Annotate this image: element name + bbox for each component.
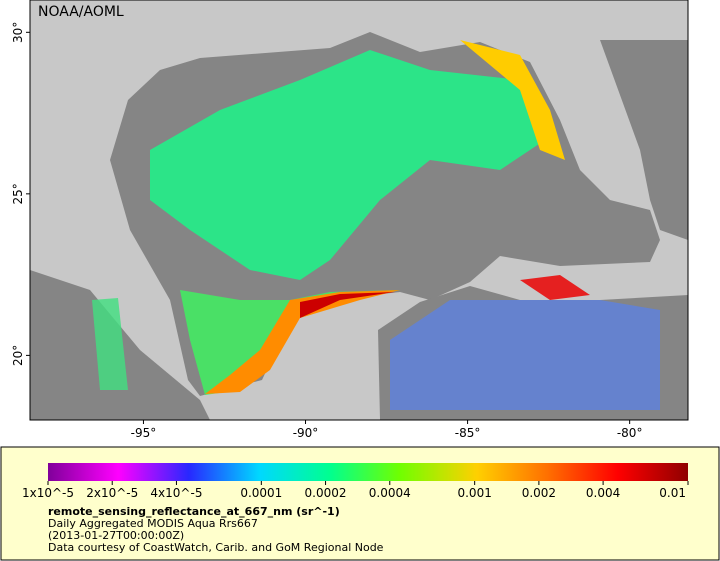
- colorbar: [48, 463, 688, 481]
- data-area: [205, 290, 400, 394]
- x-tick-label: -85°: [455, 426, 481, 440]
- colorbar-label: 0.0002: [305, 486, 347, 500]
- caption: Daily Aggregated MODIS Aqua Rrs667: [48, 517, 258, 530]
- data-area: [390, 300, 660, 410]
- colorbar-label: 1x10^-5: [22, 486, 74, 500]
- map: NOAA/AOML: [29, 0, 689, 421]
- data-area: [180, 290, 400, 395]
- map-frame: [29, 0, 689, 421]
- data-area: [150, 50, 545, 280]
- caption: (2013-01-27T00:00:00Z): [48, 529, 184, 542]
- colorbar-label: 0.0001: [240, 486, 282, 500]
- source-label: NOAA/AOML: [38, 4, 124, 20]
- water: [600, 40, 688, 240]
- y-tick-label: 30°: [11, 22, 25, 43]
- colorbar-label: 0.001: [457, 486, 491, 500]
- data-area: [520, 275, 590, 300]
- data-area: [92, 298, 128, 390]
- colorbar-label: 2x10^-5: [86, 486, 138, 500]
- colorbar-label: 0.002: [522, 486, 556, 500]
- x-tick-label: -90°: [293, 426, 319, 440]
- colorbar-label: 0.0004: [369, 486, 411, 500]
- caption: Data courtesy of CoastWatch, Carib. and …: [48, 541, 384, 554]
- y-tick-label: 25°: [11, 183, 25, 204]
- x-tick-label: -80°: [617, 426, 643, 440]
- variable-name: remote_sensing_reflectance_at_667_nm (sr…: [48, 505, 340, 518]
- data-area: [300, 292, 395, 318]
- y-tick-label: 20°: [11, 345, 25, 366]
- colorbar-label: 0.01: [659, 486, 686, 500]
- x-tick-label: -95°: [131, 426, 157, 440]
- colorbar-label: 4x10^-5: [150, 486, 202, 500]
- data-area: [460, 40, 565, 160]
- colorbar-label: 0.004: [586, 486, 620, 500]
